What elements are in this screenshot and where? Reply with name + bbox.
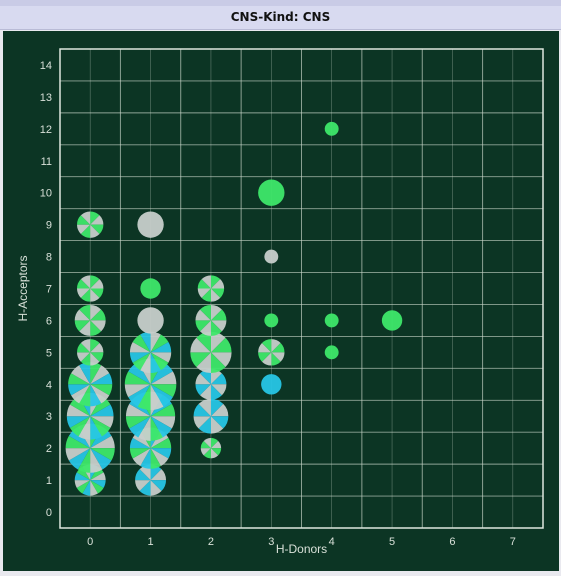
y-tick-label: 5 bbox=[46, 347, 52, 359]
data-point bbox=[77, 275, 104, 302]
x-tick-label: 1 bbox=[148, 536, 154, 548]
data-point bbox=[264, 249, 279, 264]
data-point bbox=[381, 310, 403, 331]
data-point bbox=[68, 362, 113, 407]
data-point bbox=[200, 437, 222, 459]
y-tick-label: 9 bbox=[46, 220, 52, 232]
panel-title: CNS-Kind: CNS bbox=[230, 10, 331, 24]
data-point bbox=[74, 304, 106, 336]
data-point bbox=[324, 313, 339, 328]
y-tick-label: 14 bbox=[40, 60, 52, 72]
data-point bbox=[77, 339, 104, 366]
data-point bbox=[129, 331, 172, 373]
y-tick-label: 6 bbox=[46, 315, 52, 327]
data-point bbox=[264, 313, 279, 328]
y-tick-label: 4 bbox=[46, 379, 52, 391]
data-point bbox=[197, 275, 225, 302]
data-point bbox=[137, 211, 164, 238]
y-tick-label: 12 bbox=[40, 124, 52, 136]
data-point bbox=[324, 121, 339, 136]
y-tick-label: 7 bbox=[46, 284, 52, 296]
data-point bbox=[195, 368, 227, 400]
data-point bbox=[258, 339, 285, 366]
data-point bbox=[324, 345, 339, 360]
x-tick-label: 6 bbox=[449, 536, 455, 548]
y-tick-label: 1 bbox=[46, 475, 52, 487]
x-tick-labels: 0 1 2 3 4 5 6 7 bbox=[87, 536, 516, 548]
data-point bbox=[190, 331, 232, 373]
x-axis-label: H-Donors bbox=[276, 542, 327, 556]
x-tick-label: 0 bbox=[87, 536, 93, 548]
y-axis-label: H-Acceptors bbox=[16, 255, 30, 321]
panel-header: CNS-Kind: CNS bbox=[0, 0, 561, 30]
y-tick-label: 11 bbox=[41, 156, 52, 168]
data-point bbox=[135, 464, 167, 496]
data-point bbox=[74, 464, 106, 496]
y-tick-label: 13 bbox=[40, 92, 52, 104]
data-point bbox=[137, 307, 164, 334]
data-point bbox=[258, 179, 285, 206]
x-tick-label: 7 bbox=[510, 536, 516, 548]
x-tick-label: 5 bbox=[389, 536, 395, 548]
x-tick-label: 4 bbox=[329, 536, 335, 548]
data-point bbox=[77, 211, 104, 238]
plot-frame bbox=[59, 48, 544, 529]
data-point bbox=[261, 374, 282, 395]
x-tick-label: 2 bbox=[208, 536, 214, 548]
y-tick-label: 8 bbox=[46, 252, 52, 264]
x-tick-label: 3 bbox=[268, 536, 274, 548]
y-tick-label: 10 bbox=[40, 188, 52, 200]
data-point bbox=[195, 304, 227, 336]
y-tick-label: 0 bbox=[46, 507, 52, 519]
points-layer bbox=[65, 121, 403, 496]
data-point bbox=[140, 278, 161, 299]
data-point bbox=[193, 398, 229, 434]
y-tick-label: 3 bbox=[46, 411, 52, 423]
header-strip bbox=[0, 0, 561, 6]
y-tick-label: 2 bbox=[46, 443, 52, 455]
